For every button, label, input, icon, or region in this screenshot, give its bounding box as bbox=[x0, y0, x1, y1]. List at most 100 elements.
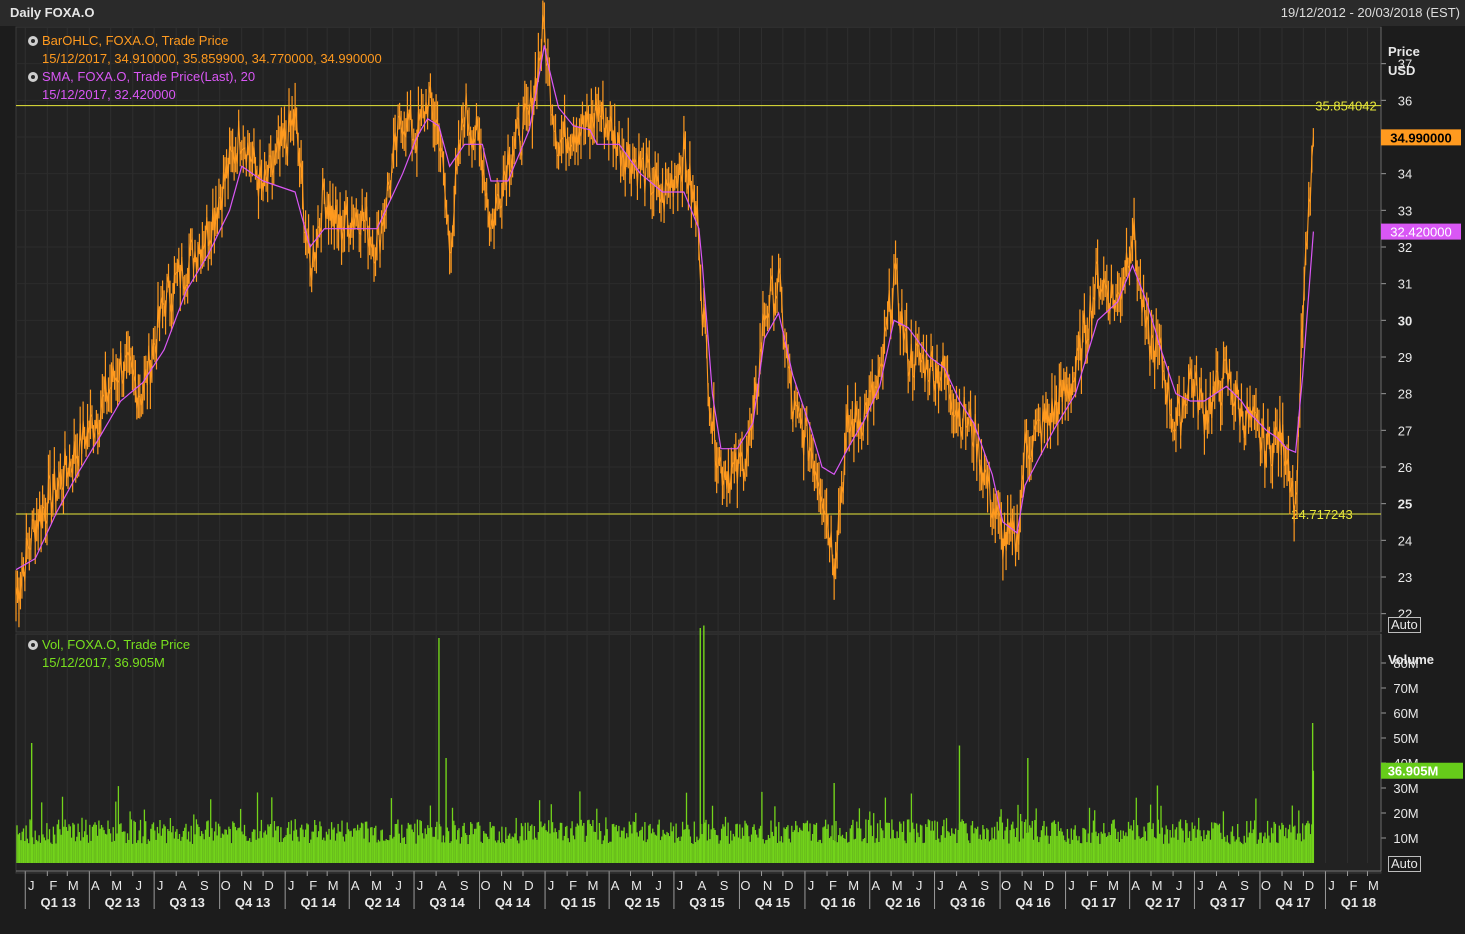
x-month-label: A bbox=[351, 878, 360, 893]
x-quarter-label: Q3 15 bbox=[689, 895, 724, 910]
last-price-label: 34.990000 bbox=[1390, 130, 1451, 145]
vol-legend-title-row[interactable]: Vol, FOXA.O, Trade Price bbox=[28, 636, 190, 654]
x-month-label: M bbox=[371, 878, 382, 893]
x-month-label: A bbox=[611, 878, 620, 893]
volume-tick-label: 70M bbox=[1393, 681, 1418, 696]
vol-legend-title: Vol, FOXA.O, Trade Price bbox=[42, 637, 191, 652]
x-month-label: J bbox=[677, 878, 684, 893]
x-month-label: J bbox=[1068, 878, 1075, 893]
x-month-label: M bbox=[892, 878, 903, 893]
x-quarter-label: Q1 13 bbox=[41, 895, 76, 910]
price-legend: BarOHLC, FOXA.O, Trade Price 15/12/2017,… bbox=[28, 32, 382, 104]
sma-legend-title-row[interactable]: SMA, FOXA.O, Trade Price(Last), 20 bbox=[28, 68, 382, 86]
x-quarter-label: Q1 16 bbox=[820, 895, 855, 910]
x-month-label: A bbox=[178, 878, 187, 893]
price-axis-unit: USD bbox=[1388, 63, 1416, 78]
x-month-label: O bbox=[221, 878, 231, 893]
x-month-label: J bbox=[136, 878, 143, 893]
price-axis-title: Price bbox=[1388, 44, 1420, 59]
vol-legend-values: 15/12/2017, 36.905M bbox=[42, 655, 165, 670]
x-month-label: A bbox=[958, 878, 967, 893]
series-settings-icon[interactable] bbox=[28, 640, 38, 650]
x-month-label: A bbox=[438, 878, 447, 893]
price-autoscale-button[interactable]: Auto bbox=[1388, 617, 1421, 633]
x-month-label: M bbox=[111, 878, 122, 893]
x-month-label: M bbox=[848, 878, 859, 893]
price-tick-label: 29 bbox=[1398, 350, 1412, 365]
x-quarter-label: Q4 17 bbox=[1275, 895, 1310, 910]
price-tick-label: 24 bbox=[1398, 533, 1412, 548]
x-month-label: M bbox=[588, 878, 599, 893]
x-month-label: N bbox=[243, 878, 252, 893]
x-month-label: N bbox=[763, 878, 772, 893]
x-month-label: M bbox=[1152, 878, 1163, 893]
x-quarter-label: Q3 13 bbox=[169, 895, 204, 910]
price-tick-label: 25 bbox=[1398, 497, 1412, 512]
price-tick-label: 30 bbox=[1398, 313, 1412, 328]
x-month-label: M bbox=[328, 878, 339, 893]
volume-tick-label: 10M bbox=[1393, 831, 1418, 846]
x-month-label: J bbox=[288, 878, 295, 893]
x-quarter-label: Q2 16 bbox=[885, 895, 920, 910]
x-month-label: J bbox=[1176, 878, 1183, 893]
x-month-label: J bbox=[395, 878, 402, 893]
x-month-label: F bbox=[829, 878, 837, 893]
series-settings-icon[interactable] bbox=[28, 72, 38, 82]
x-month-label: N bbox=[1023, 878, 1032, 893]
x-month-label: M bbox=[1108, 878, 1119, 893]
price-series-line[interactable] bbox=[15, 14, 1314, 603]
volume-legend: Vol, FOXA.O, Trade Price 15/12/2017, 36.… bbox=[28, 636, 190, 672]
window-titlebar: Daily FOXA.O 19/12/2012 - 20/03/2018 (ES… bbox=[0, 0, 1465, 26]
series-settings-icon[interactable] bbox=[28, 36, 38, 46]
x-month-label: F bbox=[1350, 878, 1358, 893]
price-tick-label: 26 bbox=[1398, 460, 1412, 475]
volume-tick-label: 30M bbox=[1393, 781, 1418, 796]
x-month-label: O bbox=[1001, 878, 1011, 893]
x-month-label: D bbox=[1045, 878, 1054, 893]
sma-last-badge bbox=[1381, 223, 1461, 240]
x-quarter-label: Q4 15 bbox=[755, 895, 790, 910]
x-quarter-label: Q3 14 bbox=[429, 895, 465, 910]
last-price-badge bbox=[1381, 129, 1461, 146]
ohlc-legend-values: 15/12/2017, 34.910000, 35.859900, 34.770… bbox=[42, 51, 382, 66]
x-month-label: O bbox=[740, 878, 750, 893]
x-month-label: N bbox=[1283, 878, 1292, 893]
volume-tick-label: 20M bbox=[1393, 806, 1418, 821]
x-quarter-label: Q1 18 bbox=[1341, 895, 1376, 910]
x-month-label: J bbox=[937, 878, 944, 893]
x-month-label: D bbox=[784, 878, 793, 893]
x-month-label: A bbox=[698, 878, 707, 893]
x-quarter-label: Q1 15 bbox=[560, 895, 595, 910]
ohlc-legend-title-row[interactable]: BarOHLC, FOXA.O, Trade Price bbox=[28, 32, 382, 50]
x-month-label: J bbox=[548, 878, 555, 893]
x-quarter-label: Q4 13 bbox=[235, 895, 270, 910]
x-quarter-label: Q2 15 bbox=[624, 895, 659, 910]
price-tick-label: 28 bbox=[1398, 387, 1412, 402]
x-month-label: S bbox=[1240, 878, 1249, 893]
x-month-label: J bbox=[417, 878, 424, 893]
ohlc-legend-title: BarOHLC, FOXA.O, Trade Price bbox=[42, 33, 229, 48]
x-quarter-label: Q1 14 bbox=[300, 895, 336, 910]
x-month-label: J bbox=[1328, 878, 1335, 893]
x-month-label: F bbox=[1090, 878, 1098, 893]
price-tick-label: 27 bbox=[1398, 423, 1412, 438]
price-panel bbox=[15, 26, 1382, 633]
sma-series-line[interactable] bbox=[15, 45, 1314, 571]
x-month-label: A bbox=[1218, 878, 1227, 893]
x-month-label: J bbox=[655, 878, 662, 893]
x-month-label: F bbox=[49, 878, 57, 893]
sma-last-label: 32.420000 bbox=[1390, 225, 1451, 240]
volume-tick-label: 50M bbox=[1393, 731, 1418, 746]
x-month-label: D bbox=[1305, 878, 1314, 893]
x-month-label: A bbox=[871, 878, 880, 893]
volume-autoscale-button[interactable]: Auto bbox=[1388, 856, 1421, 872]
last-volume-badge bbox=[1381, 762, 1463, 779]
x-month-label: S bbox=[200, 878, 209, 893]
x-month-label: M bbox=[1368, 878, 1379, 893]
price-tick-label: 34 bbox=[1398, 167, 1412, 182]
x-quarter-label: Q2 14 bbox=[365, 895, 401, 910]
x-month-label: M bbox=[631, 878, 642, 893]
x-quarter-label: Q4 14 bbox=[495, 895, 531, 910]
x-month-label: O bbox=[1261, 878, 1271, 893]
